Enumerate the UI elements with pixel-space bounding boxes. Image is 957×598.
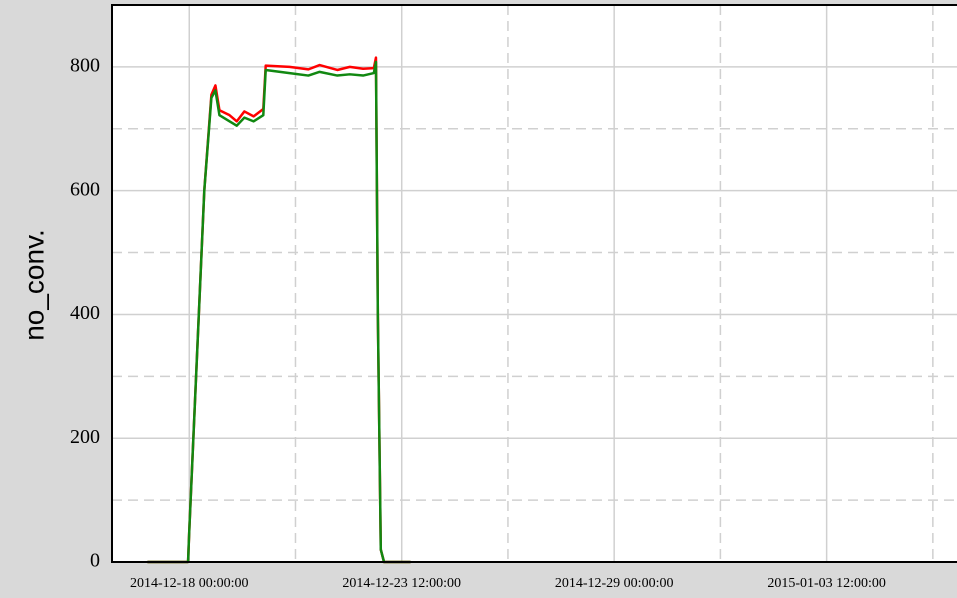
y-tick-label: 0 — [90, 550, 100, 572]
y-tick-label: 600 — [70, 178, 100, 200]
x-tick-label: 2014-12-23 12:00:00 — [342, 576, 461, 591]
x-tick-label: 2014-12-18 00:00:00 — [130, 576, 249, 591]
y-axis-label: no_conv. — [18, 229, 49, 341]
plot-area — [112, 5, 957, 562]
y-tick-label: 800 — [70, 54, 100, 76]
plot-border — [111, 4, 957, 563]
series-line — [147, 60, 411, 564]
series-line — [147, 56, 411, 564]
y-tick-label: 200 — [70, 426, 100, 448]
y-tick-label: 400 — [70, 302, 100, 324]
x-tick-label: 2014-12-29 00:00:00 — [555, 576, 674, 591]
x-tick-label: 2015-01-03 12:00:00 — [767, 576, 886, 591]
